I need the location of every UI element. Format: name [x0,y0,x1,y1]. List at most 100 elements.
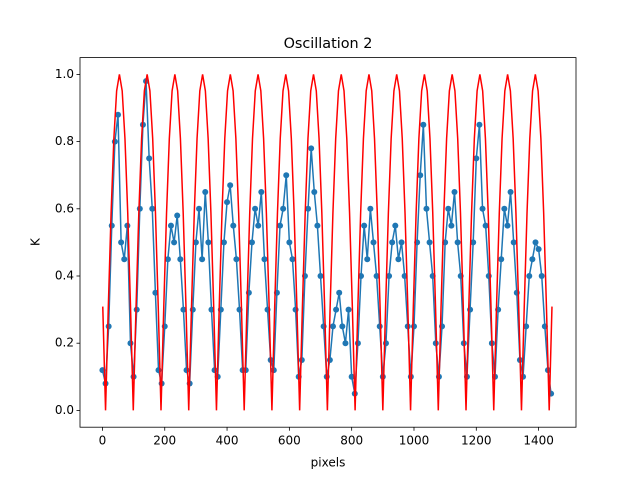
data-point [526,273,533,279]
data-point [345,306,352,313]
data-point [329,323,336,330]
data-point [298,357,305,363]
data-point [392,222,399,229]
data-point [510,239,517,246]
x-tick-label: 800 [340,434,363,448]
data-point [146,155,153,162]
data-point [305,205,312,212]
data-point [529,256,536,263]
data-point [261,256,268,263]
data-point [177,256,184,263]
data-point [108,222,115,229]
data-point [420,121,427,128]
data-point [523,323,530,330]
data-point [336,289,343,296]
y-axis-label: K [29,237,43,246]
data-point [208,306,215,313]
x-tick-label: 1000 [399,434,430,448]
data-point [164,256,171,263]
data-point [473,155,480,162]
y-tick-label: 0.4 [55,269,74,283]
x-tick-label: 1400 [523,434,554,448]
y-tick-label: 0.6 [55,201,74,215]
data-point [445,205,452,212]
data-point [167,222,174,229]
data-point [379,373,386,380]
data-point [504,222,511,229]
data-point [127,340,134,347]
data-point [367,205,374,212]
data-point [308,145,315,152]
data-point [115,111,122,118]
y-tick-label: 0.2 [55,336,74,350]
data-point [417,172,424,179]
data-point [476,121,483,128]
data-point [339,323,346,330]
data-point [180,306,187,313]
data-point [289,256,296,263]
data-point [174,212,181,219]
x-tick-label: 600 [278,434,301,448]
data-point [370,239,377,246]
y-tick-label: 0.8 [55,134,74,148]
data-point [532,239,539,246]
x-tick-label: 0 [99,434,107,448]
data-point [183,367,190,374]
data-point [192,239,199,246]
y-tick-label: 0.0 [55,403,74,417]
data-point [373,273,380,279]
data-point [224,199,231,206]
data-point [451,189,458,195]
data-point [423,205,430,212]
data-point [199,256,206,263]
data-point [386,273,393,279]
data-point [105,323,112,330]
data-point [280,205,287,212]
data-point [230,222,237,229]
data-point [227,182,234,189]
data-point [314,222,321,229]
data-point [448,222,455,229]
plot-frame [79,57,577,428]
data-point [202,189,209,195]
data-point [479,205,486,212]
data-point [317,273,324,279]
data-point [410,323,417,330]
data-point [348,373,355,380]
data-point [248,239,255,246]
data-point [171,239,178,246]
data-point [498,256,505,263]
data-point [118,239,125,246]
data-point [196,205,203,212]
data-point [205,239,212,246]
data-point [220,239,227,246]
data-point [398,239,405,246]
x-tick-label: 400 [216,434,239,448]
chart-title: Oscillation 2 [284,36,373,52]
data-point [311,189,318,195]
data-point [535,246,542,253]
data-point [111,138,118,145]
data-point [136,205,143,212]
data-point [149,205,156,212]
data-point [342,340,349,347]
data-point [389,239,396,246]
x-tick-label: 200 [153,434,176,448]
data-point [233,256,240,263]
data-point [361,222,368,229]
data-point [501,205,508,212]
data-point [152,289,159,296]
data-point [482,222,489,229]
data-point [376,323,383,330]
y-tick-label: 1.0 [55,67,74,81]
x-tick-label: 1200 [461,434,492,448]
x-axis-label: pixels [311,456,346,470]
data-point [470,239,477,246]
data-point [326,357,333,363]
data-point [333,306,340,313]
data-point [258,189,265,195]
data-point [354,340,361,347]
data-point [454,239,461,246]
data-point [395,256,402,263]
